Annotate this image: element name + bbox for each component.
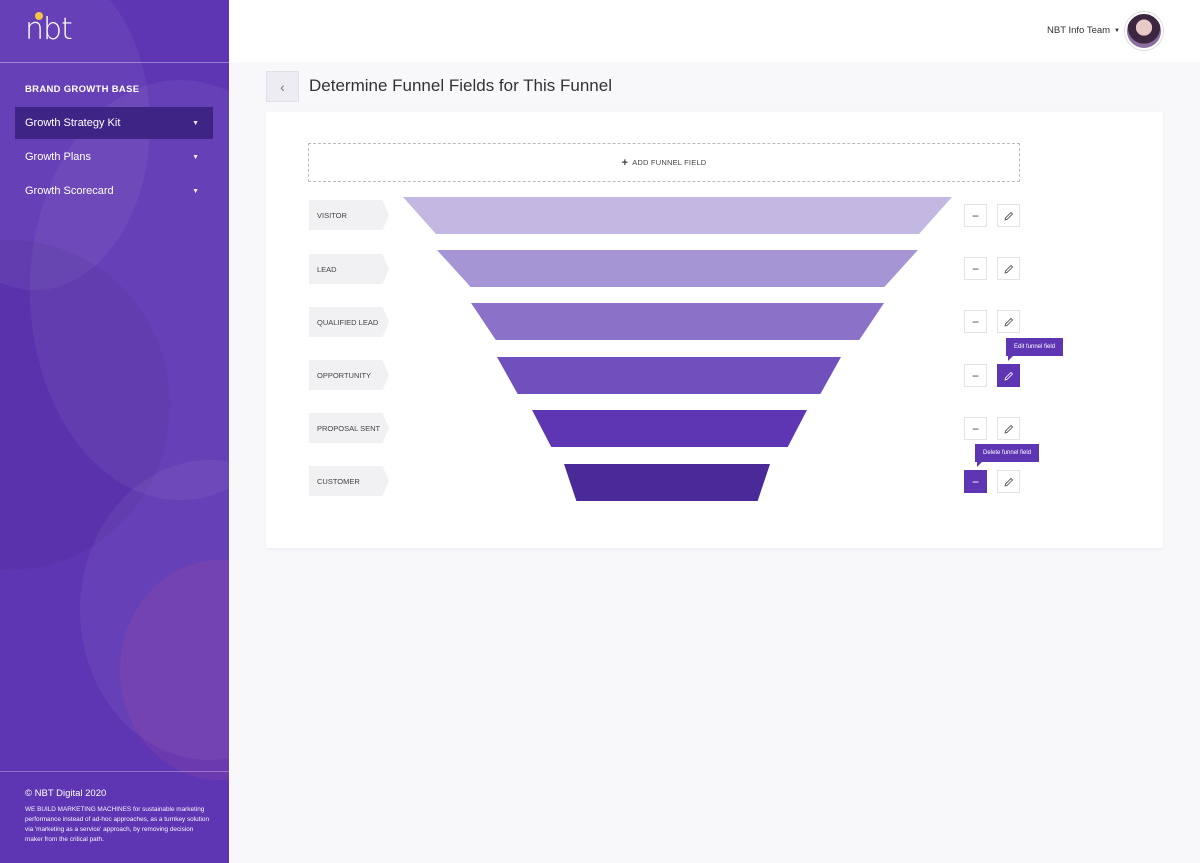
edit-field-button[interactable] <box>997 257 1020 280</box>
sidebar-item-label: Growth Scorecard <box>25 185 114 197</box>
minus-icon: − <box>971 421 979 436</box>
pencil-icon <box>1003 371 1013 381</box>
avatar[interactable] <box>1125 12 1163 50</box>
sidebar-item-label: Growth Plans <box>25 151 92 163</box>
funnel-bar-visitor[interactable] <box>403 197 952 234</box>
delete-field-button[interactable]: − <box>964 310 987 333</box>
delete-field-button[interactable]: − <box>964 257 987 280</box>
sidebar-item-growth-scorecard[interactable]: Growth Scorecard ▼ <box>15 175 213 207</box>
stage-label-opportunity: OPPORTUNITY <box>309 360 389 390</box>
chevron-down-icon: ▼ <box>192 153 199 161</box>
minus-icon: − <box>971 474 979 489</box>
stage-label-customer: CUSTOMER <box>309 466 389 496</box>
chevron-down-icon: ▼ <box>192 119 199 127</box>
delete-field-button[interactable]: − <box>964 417 987 440</box>
stage-label-visitor: VISITOR <box>309 200 389 230</box>
minus-icon: − <box>971 368 979 383</box>
minus-icon: − <box>971 314 979 329</box>
minus-icon: − <box>971 261 979 276</box>
add-funnel-field-label: ADD FUNNEL FIELD <box>632 158 707 167</box>
sidebar-item-growth-plans[interactable]: Growth Plans ▼ <box>15 141 213 173</box>
stage-label-qualified-lead: QUALIFIED LEAD <box>309 307 389 337</box>
delete-tooltip: Delete funnel field <box>975 444 1040 467</box>
delete-field-button[interactable]: − <box>964 470 987 493</box>
sidebar-item-label: Growth Strategy Kit <box>25 117 121 129</box>
delete-field-button[interactable]: − <box>964 364 987 387</box>
sidebar-nav: Growth Strategy Kit ▼ Growth Plans ▼ Gro… <box>15 107 213 209</box>
stage-label-proposal-sent: PROPOSAL SENT <box>309 413 389 443</box>
chevron-down-icon: ▼ <box>192 187 199 195</box>
edit-tooltip: Edit funnel field <box>1006 338 1064 361</box>
back-button[interactable]: ‹ <box>266 71 299 102</box>
stage-label-lead: LEAD <box>309 254 389 284</box>
copyright: © NBT Digital 2020 <box>25 788 107 799</box>
sidebar-section-title: BRAND GROWTH BASE <box>25 84 140 95</box>
edit-field-button[interactable] <box>997 417 1020 440</box>
edit-field-button[interactable] <box>997 364 1020 387</box>
funnel-bar-opportunity[interactable] <box>497 357 841 394</box>
minus-icon: − <box>971 208 979 223</box>
plus-icon: + <box>621 156 629 169</box>
sidebar: nbt BRAND GROWTH BASE Growth Strategy Ki… <box>0 0 229 863</box>
add-funnel-field-button[interactable]: + ADD FUNNEL FIELD <box>308 143 1020 182</box>
edit-field-button[interactable] <box>997 204 1020 227</box>
pencil-icon <box>1003 317 1013 327</box>
pencil-icon <box>1003 264 1013 274</box>
user-name: NBT Info Team <box>1047 25 1111 36</box>
top-bar: NBT Info Team ▼ <box>229 0 1200 62</box>
pencil-icon <box>1003 211 1013 221</box>
pencil-icon <box>1003 424 1013 434</box>
sidebar-divider <box>0 62 229 63</box>
edit-field-button[interactable] <box>997 310 1020 333</box>
brand-logo[interactable]: nbt <box>25 12 73 47</box>
edit-field-button[interactable] <box>997 470 1020 493</box>
page-title: Determine Funnel Fields for This Funnel <box>309 76 612 95</box>
sidebar-item-growth-strategy-kit[interactable]: Growth Strategy Kit ▼ <box>15 107 213 139</box>
user-menu[interactable]: NBT Info Team ▼ <box>1047 25 1120 36</box>
funnel-bar-lead[interactable] <box>437 250 918 287</box>
pencil-icon <box>1003 477 1013 487</box>
chevron-left-icon: ‹ <box>280 78 285 95</box>
funnel-bar-customer[interactable] <box>564 464 770 501</box>
tagline: WE BUILD MARKETING MACHINES for sustaina… <box>25 806 210 843</box>
delete-field-button[interactable]: − <box>964 204 987 227</box>
sidebar-footer-divider <box>0 771 229 772</box>
funnel-bar-proposal-sent[interactable] <box>532 410 807 447</box>
caret-down-icon: ▼ <box>1114 27 1120 34</box>
logo-dot-icon <box>35 12 43 20</box>
funnel-bar-qualified-lead[interactable] <box>471 303 884 340</box>
